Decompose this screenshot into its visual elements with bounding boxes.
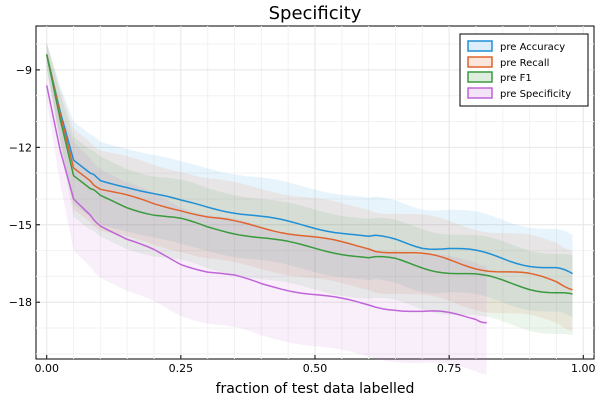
legend-swatch-specificity: [467, 87, 493, 99]
band-pre-f1: [46, 42, 573, 336]
legend-label-f1: pre F1: [500, 73, 532, 84]
series-line-pre-f1: [45, 54, 573, 295]
x-tick-label: 0.00: [34, 362, 59, 375]
x-tick-label: 0.75: [437, 362, 462, 375]
series-line-pre-recall: [45, 54, 573, 291]
legend: pre Accuracy pre Recall pre F1 pre Speci…: [459, 33, 589, 107]
y-tick-label: −12: [9, 141, 32, 154]
legend-swatch-f1: [467, 71, 493, 83]
legend-item-accuracy: pre Accuracy: [467, 40, 565, 53]
x-tick-label: 0.50: [303, 362, 328, 375]
legend-item-f1: pre F1: [467, 71, 532, 84]
chart-title: Specificity: [269, 3, 362, 24]
legend-label-accuracy: pre Accuracy: [500, 42, 565, 53]
legend-label-recall: pre Recall: [500, 58, 549, 69]
series-line-pre-accuracy: [45, 54, 573, 275]
x-axis-label: fraction of test data labelled: [216, 381, 415, 397]
band-pre-specificity: [46, 68, 487, 375]
y-tick-label: −15: [9, 219, 32, 232]
x-tick-label: 1.00: [571, 362, 596, 375]
legend-item-recall: pre Recall: [467, 56, 549, 69]
series-line-pre-specificity: [45, 85, 487, 324]
y-tick-label: −18: [9, 296, 32, 309]
y-tick-label: −9: [16, 64, 32, 77]
line-layer: [45, 54, 573, 324]
tick-layer: 0.00 0.25 0.50 0.75 1.00 −9 −12 −15 −18: [9, 64, 596, 375]
legend-swatch-recall: [467, 56, 493, 68]
x-tick-label: 0.25: [169, 362, 194, 375]
legend-label-specificity: pre Specificity: [500, 89, 571, 100]
band-pre-recall: [46, 42, 573, 332]
legend-item-specificity: pre Specificity: [467, 87, 571, 100]
legend-swatch-accuracy: [467, 40, 493, 52]
